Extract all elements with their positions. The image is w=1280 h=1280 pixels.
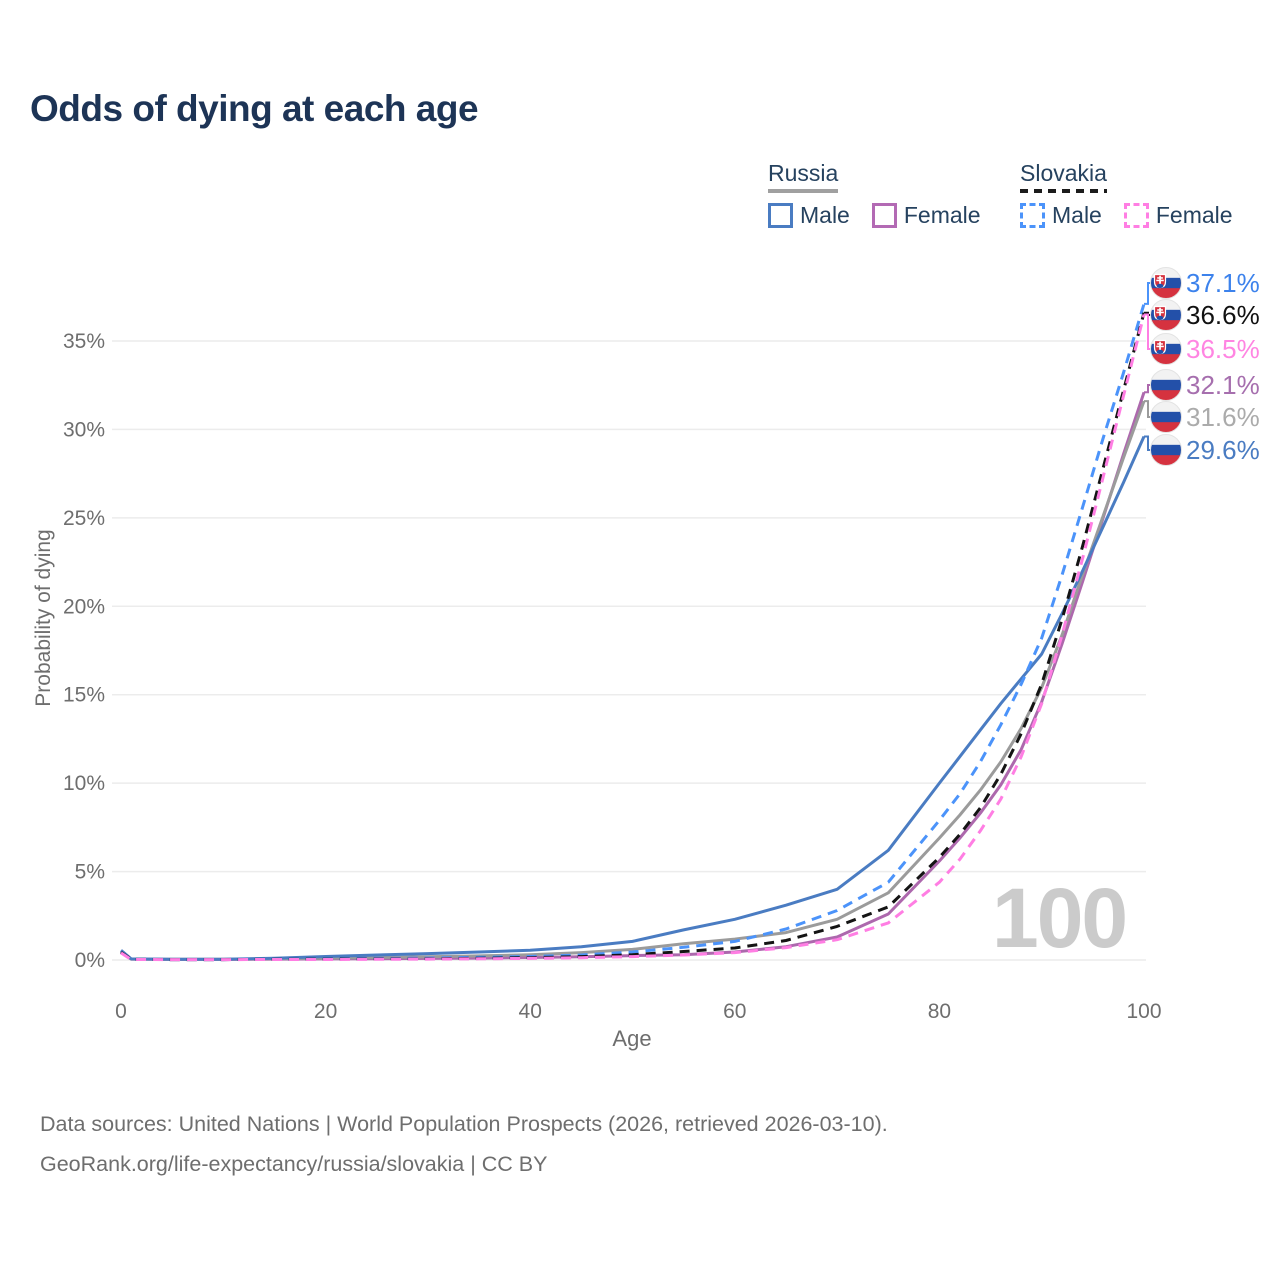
x-tick-label: 100 <box>1126 1000 1161 1023</box>
legend-item-slovakia-female[interactable]: Female <box>1123 202 1233 229</box>
x-tick-label: 40 <box>519 1000 542 1023</box>
legend-swatch-icon <box>1123 203 1149 228</box>
end-label-leader-russia-female <box>1144 384 1151 394</box>
end-label-leader-slovakia-female <box>1144 313 1151 350</box>
legend-item-label: Female <box>903 202 981 228</box>
series-line-slovakia-female[interactable] <box>120 314 1146 962</box>
legend-item-label: Male <box>1052 202 1102 228</box>
legend-item-label: Female <box>1155 202 1233 228</box>
page-title: Odds of dying at each age <box>30 88 479 129</box>
legend-line-sample-russia <box>768 189 839 193</box>
legend-swatch-icon <box>871 203 897 228</box>
flag-ru-icon <box>1150 369 1182 401</box>
end-label-slovakia-total: 36.6% <box>1186 300 1260 330</box>
x-tick-label: 0 <box>115 1000 127 1023</box>
end-label-leader-russia-total <box>1144 400 1151 418</box>
y-tick-label: 25% <box>63 507 105 530</box>
end-label-russia-male: 29.6% <box>1186 435 1260 465</box>
legend-group-header-slovakia[interactable]: Slovakia <box>1020 160 1107 193</box>
legend-item-slovakia-male[interactable]: Male <box>1020 202 1102 229</box>
y-tick-label: 35% <box>63 330 105 353</box>
end-label-slovakia-female: 36.5% <box>1186 334 1260 364</box>
y-tick-label: 5% <box>75 861 105 884</box>
end-label-russia-total: 31.6% <box>1186 402 1260 432</box>
series-line-russia-total[interactable] <box>120 400 1146 961</box>
series-line-slovakia-male[interactable] <box>120 303 1146 962</box>
legend-group-header-russia[interactable]: Russia <box>768 160 839 193</box>
flag-ring <box>1150 401 1182 433</box>
series-line-russia-female[interactable] <box>120 391 1146 961</box>
footer-attribution-link[interactable]: GeoRank.org/life-expectancy/russia/slova… <box>40 1152 548 1176</box>
y-tick-label: 15% <box>63 684 105 707</box>
end-label-russia-female: 32.1% <box>1186 370 1260 400</box>
legend-group-slovakia: Slovakia Male Female <box>1020 160 1233 229</box>
legend-item-label: Male <box>800 202 850 228</box>
y-tick-label: 20% <box>63 595 105 618</box>
flag-ru-icon <box>1150 401 1182 433</box>
series-line-slovakia-total[interactable] <box>120 312 1146 962</box>
flag-sk-icon <box>1150 333 1182 365</box>
y-tick-label: 10% <box>63 772 105 795</box>
x-tick-label: 20 <box>314 1000 337 1023</box>
legend-group-russia: Russia Male Female <box>768 160 981 229</box>
legend-line-sample-slovakia <box>1020 189 1107 193</box>
legend-swatch-icon <box>1020 203 1045 228</box>
x-axis-title: Age <box>612 1026 652 1051</box>
x-tick-label: 80 <box>928 1000 951 1023</box>
end-label-slovakia-male: 37.1% <box>1186 268 1260 298</box>
legend-swatch-icon <box>768 203 793 228</box>
flag-ring <box>1150 299 1182 331</box>
flag-ring <box>1150 369 1182 401</box>
footer-data-sources: Data sources: United Nations | World Pop… <box>40 1112 888 1136</box>
flag-ru-icon <box>1150 434 1182 466</box>
end-label-leader-russia-male <box>1144 435 1151 451</box>
y-tick-label: 30% <box>63 418 105 441</box>
flag-sk-icon <box>1150 267 1182 299</box>
legend-group-label-slovakia: Slovakia <box>1020 160 1107 186</box>
legend-item-russia-female[interactable]: Female <box>871 202 981 229</box>
flag-ring <box>1150 333 1182 365</box>
y-tick-label: 0% <box>75 949 105 972</box>
flag-ring <box>1150 267 1182 299</box>
end-label-leader-slovakia-male <box>1144 282 1151 305</box>
footer: Data sources: United Nations | World Pop… <box>40 1104 888 1184</box>
legend-item-russia-male[interactable]: Male <box>768 202 850 229</box>
x-tick-label: 60 <box>723 1000 746 1023</box>
legend-group-label-russia: Russia <box>768 160 839 186</box>
legend-items-slovakia: Male Female <box>1020 202 1233 229</box>
y-axis-title: Probability of dying <box>32 529 55 707</box>
series-line-russia-male[interactable] <box>120 435 1146 961</box>
age-watermark: 100 <box>992 871 1128 965</box>
flag-sk-icon <box>1150 299 1182 331</box>
flag-ring <box>1150 434 1182 466</box>
legend-items-russia: Male Female <box>768 202 981 229</box>
